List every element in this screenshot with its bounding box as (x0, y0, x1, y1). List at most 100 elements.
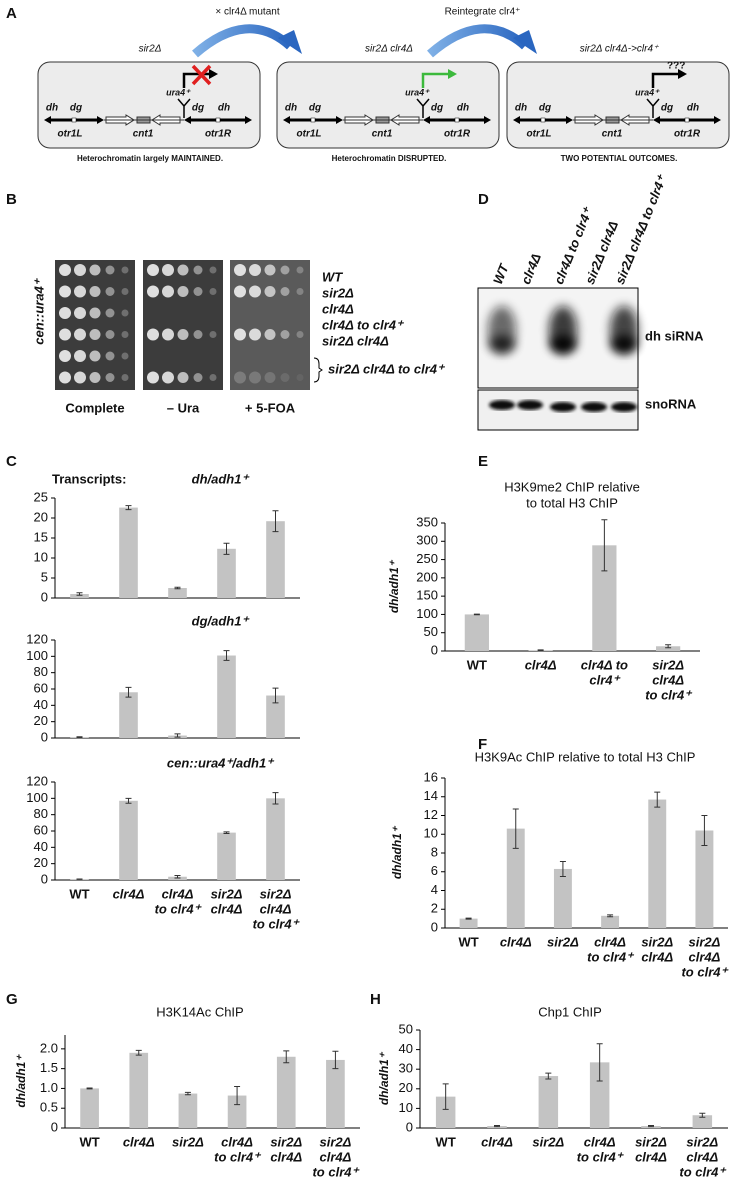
chart-title: H3K9me2 ChIP relative (504, 479, 640, 494)
colony-spot (89, 307, 101, 319)
insertion (416, 98, 430, 118)
error-bar (332, 1050, 339, 1070)
region-label: dh (457, 103, 469, 114)
x-tick-label: clr4Δ (123, 1134, 155, 1149)
error-bar (654, 791, 661, 808)
error-bar (125, 797, 132, 804)
colony-spot (296, 331, 304, 338)
colony-spot (147, 285, 159, 298)
colony-spot (74, 307, 86, 319)
mark (310, 117, 316, 123)
colony-spot (296, 266, 304, 274)
insertion (177, 98, 191, 118)
region-label: dg (309, 103, 321, 114)
colony-spot (74, 328, 86, 341)
bar (227, 1095, 247, 1128)
colony-spot (280, 287, 290, 296)
error-bar (223, 542, 230, 555)
colony-spot (105, 330, 115, 339)
colony-spot (121, 374, 129, 381)
y-tick-label: 0 (406, 1119, 413, 1134)
x-tick-label: sir2Δ (686, 1134, 718, 1149)
colony-spot (162, 328, 174, 341)
mark (215, 117, 221, 123)
x-tick-label: clr4Δ (594, 934, 626, 949)
x-tick-label: sir2Δ (319, 1134, 351, 1149)
bar (266, 695, 285, 738)
error-bar (125, 686, 132, 698)
colony-spot (209, 288, 217, 295)
colony-spot (162, 285, 174, 298)
colony-spot (121, 352, 129, 360)
y-tick-label: 6 (431, 863, 438, 878)
x-tick-label: clr4Δ (113, 886, 145, 901)
x-tick-label: clr4Δ (641, 949, 673, 964)
chart-title: dg/adh1⁺ (192, 613, 251, 628)
error-bar (76, 592, 83, 596)
colony-spot (249, 371, 261, 384)
x-tick-label: sir2Δ (635, 1134, 667, 1149)
diagram-box: sir2Δ clr4Δ->clr4⁺ dh dg dg dh otr1L cnt1 otr1R… (506, 44, 730, 163)
error-bar (607, 914, 614, 918)
chart-title: to total H3 ChIP (526, 495, 618, 510)
region-label: otr1L (58, 129, 83, 140)
colony-spot (59, 371, 71, 384)
ura4-label: ura4⁺ (405, 87, 430, 97)
bar (326, 1059, 345, 1128)
error-bar (699, 1112, 706, 1118)
panel-label: H (370, 991, 381, 1008)
colony-spot (121, 331, 129, 338)
x-tick-label: sir2Δ (547, 934, 579, 949)
colony-spot (177, 286, 189, 297)
region-label: cnt1 (372, 129, 393, 140)
y-tick-label: 100 (26, 790, 48, 805)
bar (656, 646, 681, 651)
y-tick-label: 80 (34, 664, 48, 679)
colony-spot (59, 307, 71, 319)
x-tick-label: WT (467, 657, 487, 672)
colony-spot (105, 351, 115, 361)
strain-axis-label: cen::ura4⁺ (31, 277, 46, 345)
arrow-head (184, 116, 252, 124)
error-bar (86, 1087, 93, 1090)
y-tick-label: 2.0 (40, 1040, 58, 1055)
x-tick-label: to clr4⁺ (253, 916, 301, 931)
error-bar (545, 1072, 552, 1080)
ura4-label: ura4⁺ (635, 87, 660, 97)
x-tick-label: clr4Δ (319, 1149, 351, 1164)
plate-label: – Ura (167, 400, 200, 415)
insertion (646, 98, 660, 118)
x-tick-label: sir2Δ (270, 1134, 302, 1149)
region-label: dg (192, 103, 204, 114)
colony-spot (280, 265, 290, 275)
colony-spot (234, 371, 246, 384)
promoter-arrow (421, 72, 449, 88)
y-tick-label: 40 (399, 1041, 413, 1056)
y-tick-label: 300 (416, 533, 438, 548)
x-tick-label: sir2Δ (260, 886, 292, 901)
y-tick-label: 80 (34, 806, 48, 821)
colony-spot (89, 350, 101, 362)
colony-spot (264, 329, 276, 340)
box (37, 61, 261, 149)
x-tick-label: sir2Δ (211, 886, 243, 901)
colony-spot (209, 266, 217, 274)
x-tick-label: clr4Δ (652, 672, 684, 687)
region-label: dg (70, 103, 82, 114)
bar (119, 800, 138, 880)
colony-spot (59, 264, 71, 276)
y-tick-label: 60 (34, 680, 48, 695)
colony-spot (89, 372, 101, 383)
x-tick-label: clr4Δ (260, 901, 292, 916)
plate (143, 260, 223, 390)
colony-spot (193, 330, 203, 339)
arrow-head (653, 116, 721, 124)
chart-title: cen::ura4⁺/adh1⁺ (167, 755, 275, 770)
y-tick-label: 20 (34, 713, 48, 728)
y-tick-label: 1.0 (40, 1080, 58, 1095)
red-x (191, 64, 212, 86)
y-tick-label: 25 (34, 489, 48, 504)
y-tick-label: 30 (399, 1061, 413, 1076)
colony-spot (296, 374, 304, 381)
bar (553, 868, 572, 928)
